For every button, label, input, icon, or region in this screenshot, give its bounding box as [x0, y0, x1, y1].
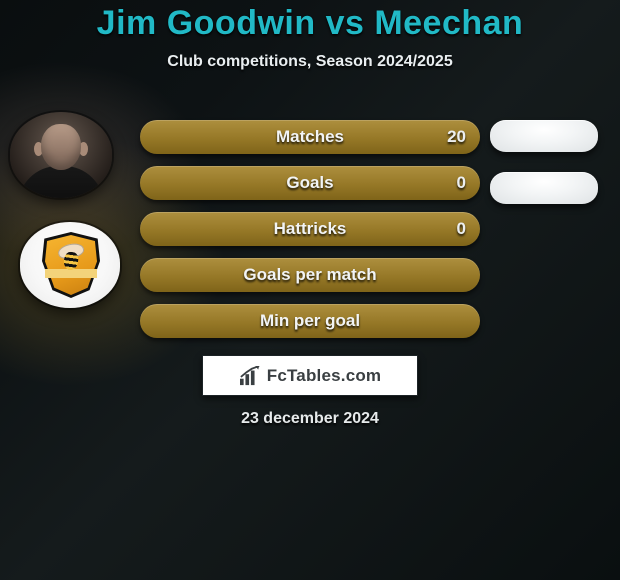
stat-row-hattricks: Hattricks 0 — [140, 212, 480, 246]
brand-text: FcTables.com — [267, 366, 382, 386]
stat-label: Hattricks — [140, 219, 480, 239]
snapshot-date: 23 december 2024 — [0, 410, 620, 428]
stat-label: Min per goal — [140, 311, 480, 331]
stat-value-left: 0 — [457, 173, 466, 193]
brand-attribution: FcTables.com — [202, 355, 418, 396]
stat-value-left: 0 — [457, 219, 466, 239]
stat-label: Goals — [140, 173, 480, 193]
stat-row-goals-per-match: Goals per match — [140, 258, 480, 292]
stat-pill-goals — [490, 172, 598, 204]
player-right-crest — [20, 222, 120, 308]
stat-row-goals: Goals 0 — [140, 166, 480, 200]
stat-bars: Matches 20 Goals 0 Hattricks 0 Goals per… — [140, 120, 480, 350]
stat-pill-matches — [490, 120, 598, 152]
player-left-avatar — [10, 112, 112, 198]
stat-row-min-per-goal: Min per goal — [140, 304, 480, 338]
right-value-pills — [490, 120, 610, 224]
club-crest-icon — [42, 232, 100, 298]
fctables-logo-icon — [239, 366, 261, 386]
stat-label: Goals per match — [140, 265, 480, 285]
season-subtitle: Club competitions, Season 2024/2025 — [0, 53, 620, 71]
infographic-root: Jim Goodwin vs Meechan Club competitions… — [0, 0, 620, 71]
stat-label: Matches — [140, 127, 480, 147]
stat-row-matches: Matches 20 — [140, 120, 480, 154]
comparison-title: Jim Goodwin vs Meechan — [0, 4, 620, 43]
stat-value-left: 20 — [447, 127, 466, 147]
